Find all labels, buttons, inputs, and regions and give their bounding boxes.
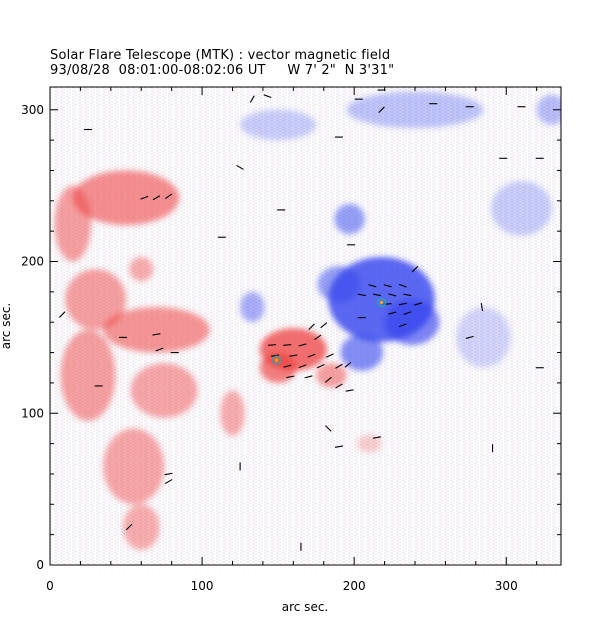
x-tick-label: 200 — [343, 579, 366, 593]
field-vector — [411, 265, 419, 273]
field-vector — [164, 472, 173, 476]
positive-peak-marker-dot — [275, 358, 279, 362]
field-vector — [403, 293, 412, 297]
y-tick-label: 200 — [21, 255, 44, 269]
field-vector — [465, 335, 474, 339]
positive-polarity-region — [103, 307, 210, 353]
field-vector — [236, 164, 244, 170]
field-vector — [372, 293, 382, 297]
field-vector — [378, 106, 385, 113]
field-vector — [164, 479, 173, 485]
field-vector — [165, 193, 173, 200]
positive-polarity-region — [357, 434, 382, 453]
field-vector — [320, 322, 328, 329]
field-vector — [298, 343, 307, 347]
field-vector — [414, 302, 423, 306]
x-tick-label: 300 — [495, 579, 518, 593]
field-vector — [268, 344, 277, 346]
field-vector — [325, 425, 332, 432]
field-vector — [357, 293, 366, 297]
negative-peak-marker-ring — [376, 297, 387, 308]
negative-peak-marker-dot — [379, 300, 384, 305]
field-regions — [54, 91, 561, 550]
negative-polarity-region — [491, 181, 552, 236]
field-vector — [345, 389, 354, 392]
positive-polarity-region — [259, 352, 297, 383]
field-vector — [398, 283, 407, 288]
negative-polarity-region — [384, 299, 440, 345]
field-vector — [298, 364, 307, 369]
negative-polarity-region — [317, 266, 361, 303]
field-vector — [325, 353, 334, 358]
negative-polarity-region — [240, 109, 317, 141]
field-vector — [335, 363, 343, 369]
field-vector — [316, 364, 325, 369]
positive-polarity-region — [72, 170, 180, 226]
field-vector — [403, 311, 412, 315]
positive-polarity-region — [65, 269, 127, 330]
y-axis-label: arc sec. — [0, 303, 13, 349]
positive-polarity-region — [54, 185, 92, 262]
field-vector — [388, 311, 397, 315]
field-vector — [324, 376, 332, 383]
negative-polarity-region — [456, 307, 511, 368]
plot-frame — [49, 86, 562, 566]
axes: 0 100 200 300 0 100 200 300 — [21, 87, 561, 593]
field-vector — [249, 95, 255, 103]
negative-polarity-region — [334, 203, 365, 235]
field-vector — [314, 334, 322, 341]
field-vector — [304, 375, 313, 379]
field-vector — [289, 354, 298, 357]
field-vector — [125, 523, 133, 531]
positive-polarity-region — [220, 390, 245, 437]
field-vector — [398, 323, 407, 328]
field-vector — [383, 284, 392, 288]
field-vector — [283, 364, 292, 368]
x-axis-label: arc sec. — [282, 600, 328, 614]
y-tick-label: 100 — [21, 406, 44, 420]
field-vector — [372, 436, 382, 439]
field-vector — [335, 383, 343, 389]
field-vector — [283, 344, 292, 346]
negative-polarity-region — [346, 91, 484, 128]
field-vector — [480, 302, 484, 312]
field-vector — [286, 375, 295, 379]
negative-polarity-region — [340, 334, 384, 371]
positive-peak-marker-ring — [271, 355, 282, 365]
field-vector — [271, 354, 280, 357]
x-tick-label: 0 — [46, 579, 54, 593]
y-tick-label: 0 — [36, 558, 44, 572]
peak-markers — [271, 297, 387, 365]
positive-polarity-region — [123, 504, 160, 550]
field-vector — [334, 445, 343, 448]
positive-polarity-region — [103, 428, 165, 505]
field-vector — [140, 195, 149, 200]
field-vector — [152, 333, 161, 336]
field-vector — [368, 284, 377, 288]
chart-subtitle: 93/08/28 08:01:00-08:02:06 UT W 7' 2" N … — [50, 63, 395, 78]
field-vector — [398, 302, 407, 306]
chart-title: Solar Flare Telescope (MTK) : vector mag… — [50, 48, 391, 63]
field-vector — [263, 94, 272, 98]
x-tick-label: 100 — [191, 579, 214, 593]
positive-polarity-region — [129, 256, 154, 282]
negative-polarity-region — [240, 291, 265, 323]
field-vector — [155, 347, 164, 352]
field-vector — [344, 361, 352, 368]
positive-polarity-region — [130, 363, 198, 418]
y-tick-label: 300 — [21, 103, 44, 117]
field-vector — [388, 293, 397, 297]
positive-polarity-region — [60, 329, 116, 421]
field-vector — [152, 195, 161, 201]
field-vector — [58, 311, 66, 318]
negative-polarity-region — [536, 94, 561, 125]
positive-polarity-region — [316, 363, 347, 388]
field-vector — [308, 323, 315, 330]
field-vector — [307, 353, 316, 358]
field-vectors — [58, 89, 544, 551]
